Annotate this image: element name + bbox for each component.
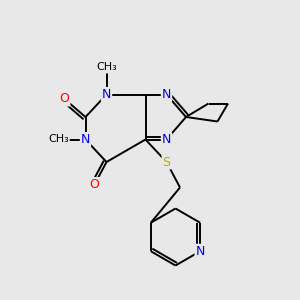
Text: CH₃: CH₃ <box>96 62 117 73</box>
Text: N: N <box>102 88 111 101</box>
Text: N: N <box>81 133 90 146</box>
Text: O: O <box>60 92 69 106</box>
Text: N: N <box>162 133 171 146</box>
Text: S: S <box>163 155 170 169</box>
Text: N: N <box>162 88 171 101</box>
Text: CH₃: CH₃ <box>48 134 69 145</box>
Text: O: O <box>90 178 99 191</box>
Text: N: N <box>196 245 205 258</box>
